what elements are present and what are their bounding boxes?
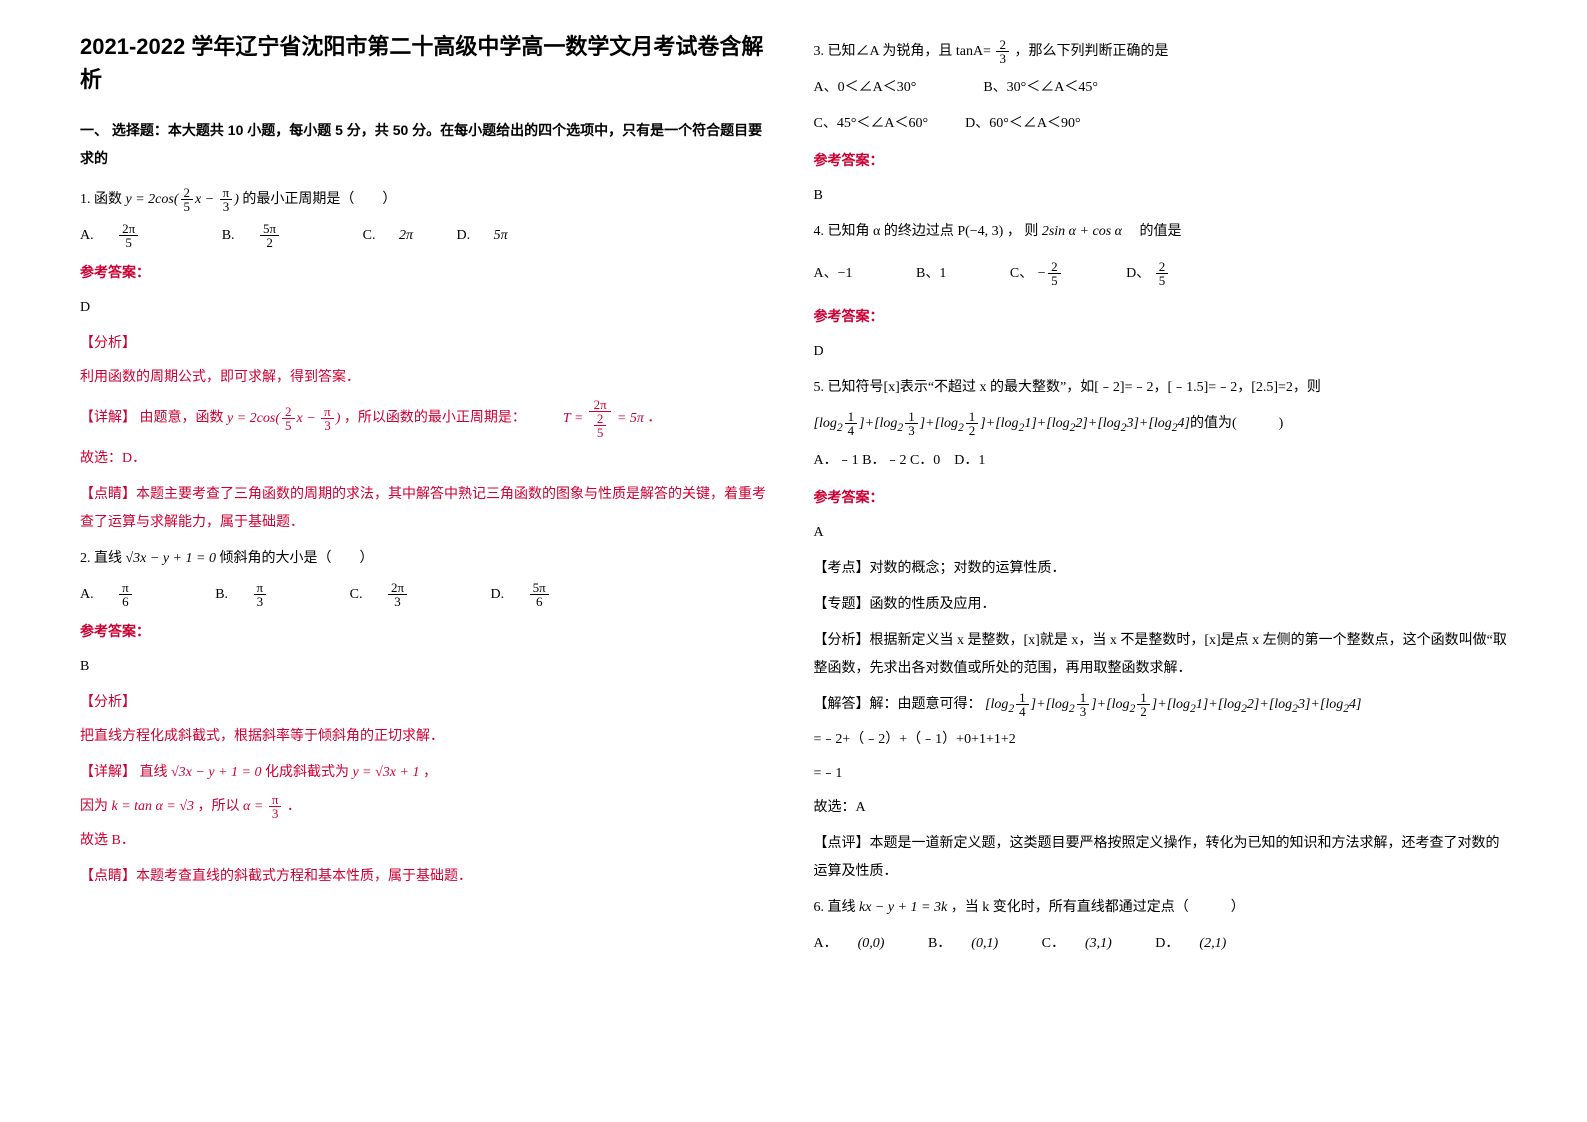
q3-optD: D、60°＜∠A＜90° (965, 116, 1080, 131)
q5-answer: A (814, 519, 1508, 547)
right-column: 3. 已知∠A 为锐角，且 tanA= 23 ，那么下列判断正确的是 A、0＜∠… (794, 30, 1528, 1092)
q2-optD: D. 5π6 (491, 581, 609, 609)
q6-stem: 6. 直线 kx − y + 1 = 3k ，当 k 变化时，所有直线都通过定点… (814, 894, 1508, 922)
q4-optA: A、−1 (814, 266, 853, 281)
q1-optA: A. 2π5 (80, 222, 198, 250)
q5-kaodian: 【考点】对数的概念；对数的运算性质． (814, 553, 1508, 583)
q1-stem: 1. 函数 y = 2cos(25x − π3) 的最小正周期是（ ） (80, 186, 774, 214)
fenxi-label: 【分析】 (80, 693, 136, 709)
q3-optB: B、30°＜∠A＜45° (983, 80, 1098, 95)
q2-optC: C. 2π3 (350, 581, 467, 609)
answer-label: 参考答案： (80, 623, 150, 639)
q5-opts: A．﹣1 B．﹣2 C．0 D．1 (814, 447, 1508, 475)
answer-label: 参考答案： (814, 489, 884, 505)
q1-stem-a: 1. 函数 (80, 192, 122, 207)
page: 2021-2022 学年辽宁省沈阳市第二十高级中学高一数学文月考试卷含解析 一、… (0, 0, 1587, 1122)
q3-stem: 3. 已知∠A 为锐角，且 tanA= 23 ，那么下列判断正确的是 (814, 38, 1508, 66)
q6-opts: A．(0,0) B．(0,1) C．(3,1) D．(2,1) (814, 930, 1508, 958)
q1-xiangjie: 【详解】 由题意，函数 y = 2cos(25x − π3) ，所以函数的最小正… (80, 398, 774, 439)
q3-optC: C、45°＜∠A＜60° (814, 116, 929, 131)
q3-answer: B (814, 182, 1508, 210)
q5-guxuan: 故选：A (814, 794, 1508, 822)
q1-func: y = 2cos(25x − π3) (126, 192, 243, 207)
q2-xiangjie: 【详解】 直线 √3x − y + 1 = 0 化成斜截式为 y = √3x +… (80, 757, 774, 787)
q3-opts-row1: A、0＜∠A＜30° B、30°＜∠A＜45° (814, 74, 1508, 102)
q6-optC: C．(3,1) (1042, 930, 1132, 958)
q3-opts-row2: C、45°＜∠A＜60° D、60°＜∠A＜90° (814, 110, 1508, 138)
q4-stem: 4. 已知角 α 的终边过点 P(−4, 3) ， 则 2sin α + cos… (814, 218, 1508, 246)
q1-optC: C. 2π (363, 222, 433, 250)
q5-fenxi: 【分析】根据新定义当 x 是整数，[x]就是 x，当 x 不是整数时，[x]是点… (814, 625, 1508, 683)
q5-expr: [log214]+[log213]+[log212]+[log21]+[log2… (814, 410, 1508, 439)
q4-optC: C、 −25 (1010, 266, 1063, 281)
q4-optB: B、1 (916, 266, 946, 281)
doc-title: 2021-2022 学年辽宁省沈阳市第二十高级中学高一数学文月考试卷含解析 (80, 30, 774, 96)
q1-options: A. 2π5 B. 5π2 C. 2π D. 5π (80, 222, 774, 250)
q6-optA: A．(0,0) (814, 930, 905, 958)
q6-optB: B．(0,1) (928, 930, 1018, 958)
q1-dianqing: 【点睛】本题主要考查了三角函数的周期的求法，其中解答中熟记三角函数的图象与性质是… (80, 479, 774, 537)
answer-label: 参考答案： (80, 264, 150, 280)
q2-fenxi: 把直线方程化成斜截式，根据斜率等于倾斜角的正切求解． (80, 723, 774, 751)
q1-optB: B. 5π2 (222, 222, 339, 250)
q2-because: 因为 k = tan α = √3 ，所以 α = π3 ． (80, 793, 774, 821)
q1-optD: D. 5π (456, 222, 527, 250)
q2-guxuan: 故选 B． (80, 827, 774, 855)
q1-fenxi: 利用函数的周期公式，即可求解，得到答案． (80, 364, 774, 392)
q5-zhuanti: 【专题】函数的性质及应用． (814, 589, 1508, 619)
left-column: 2021-2022 学年辽宁省沈阳市第二十高级中学高一数学文月考试卷含解析 一、… (60, 30, 794, 1092)
q1-stem-b: 的最小正周期是（ ） (242, 192, 396, 207)
q1-guxuan: 故选：D． (80, 445, 774, 473)
q5-jieda-1: 【解答】解：由题意可得： [log214]+[log213]+[log212]+… (814, 689, 1508, 720)
section-1-head: 一、 选择题：本大题共 10 小题，每小题 5 分，共 50 分。在每小题给出的… (80, 116, 774, 172)
q2-eq: √3x − y + 1 = 0 (126, 551, 216, 566)
q4-answer: D (814, 338, 1508, 366)
fenxi-label: 【分析】 (80, 334, 136, 350)
q2-options: A. π6 B. π3 C. 2π3 D. 5π6 (80, 581, 774, 609)
answer-label: 参考答案： (814, 152, 884, 168)
q5-dianping: 【点评】本题是一道新定义题，这类题目要严格按照定义操作，转化为已知的知识和方法求… (814, 828, 1508, 886)
q2-stem: 2. 直线 √3x − y + 1 = 0 倾斜角的大小是（ ） (80, 545, 774, 573)
q5-jieda-2: =﹣2+（﹣2）+（﹣1）+0+1+1+2 (814, 726, 1508, 754)
q4-opts: A、−1 B、1 C、 −25 D、 25 (814, 260, 1508, 288)
q2-dianqing: 【点睛】本题考查直线的斜截式方程和基本性质，属于基础题． (80, 861, 774, 891)
q2-answer: B (80, 653, 774, 681)
answer-label: 参考答案： (814, 308, 884, 324)
q2-optA: A. π6 (80, 581, 192, 609)
q1-answer: D (80, 294, 774, 322)
q2-optB: B. π3 (215, 581, 326, 609)
q3-optA: A、0＜∠A＜30° (814, 80, 917, 95)
q4-optD: D、 25 (1126, 266, 1170, 281)
q5-stem: 5. 已知符号[x]表示“不超过 x 的最大整数”，如[﹣2]=﹣2，[﹣1.5… (814, 374, 1508, 402)
q6-optD: D．(2,1) (1155, 930, 1246, 958)
q5-jieda-3: =﹣1 (814, 760, 1508, 788)
